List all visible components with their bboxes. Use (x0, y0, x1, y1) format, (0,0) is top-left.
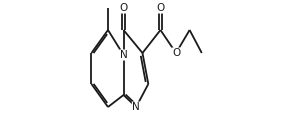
Text: O: O (172, 48, 180, 58)
Text: N: N (120, 50, 128, 60)
Text: N: N (132, 102, 140, 112)
Text: O: O (156, 3, 165, 13)
Text: O: O (119, 3, 128, 13)
